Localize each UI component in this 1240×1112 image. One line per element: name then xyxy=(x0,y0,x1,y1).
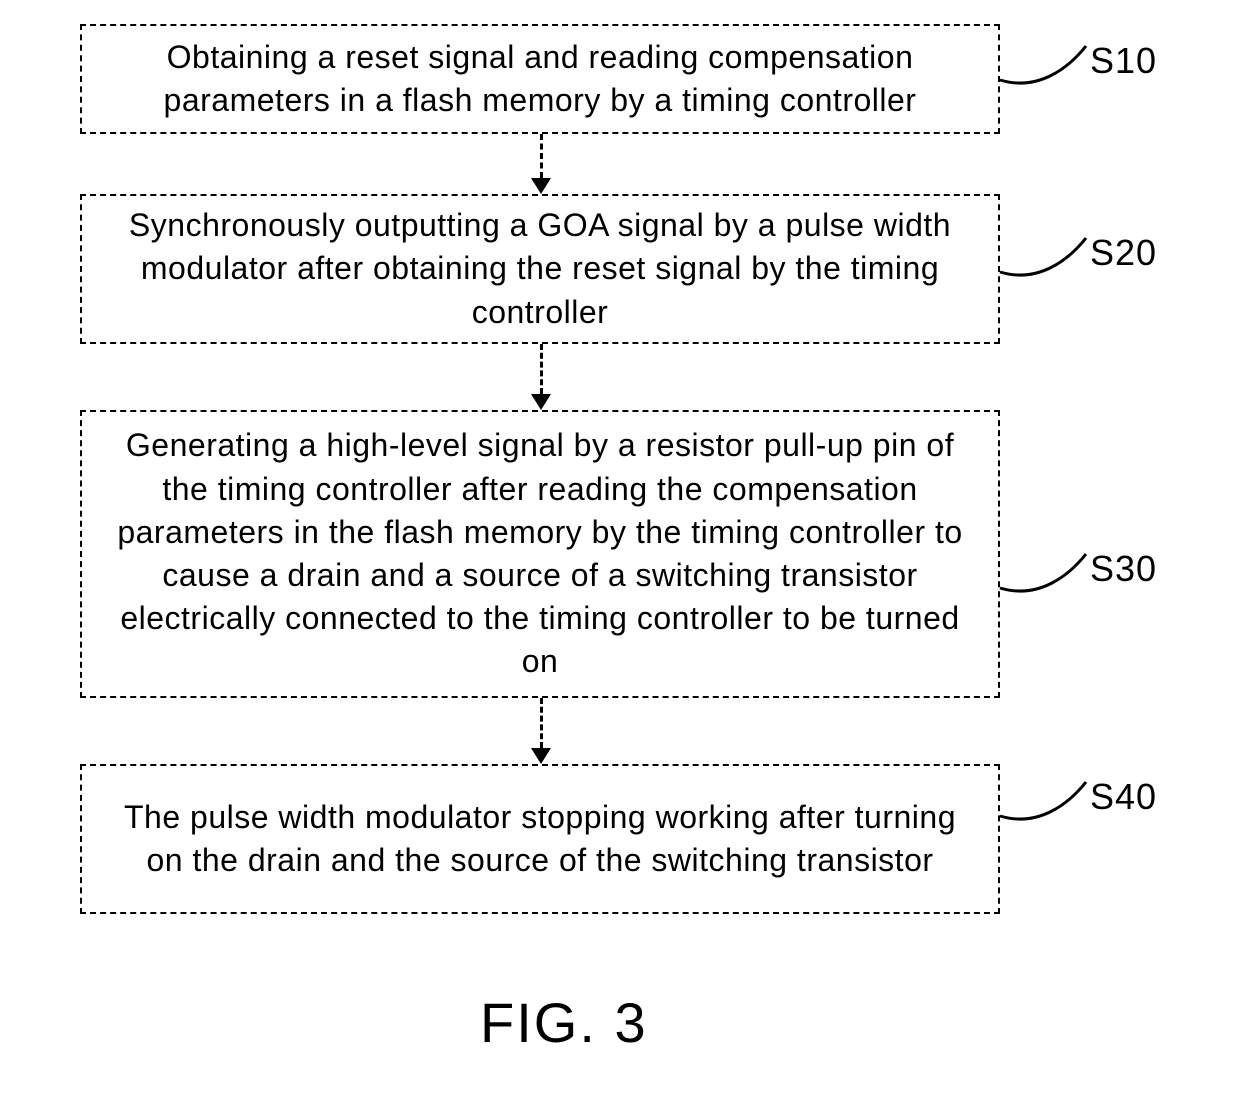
flowchart-node-s20: Synchronously outputting a GOA signal by… xyxy=(80,194,1000,344)
figure-caption: FIG. 3 xyxy=(480,990,648,1055)
callout-s30 xyxy=(1000,554,1090,609)
arrow-head-icon xyxy=(531,394,551,410)
flowchart-canvas: Obtaining a reset signal and reading com… xyxy=(0,0,1240,1112)
callout-s20 xyxy=(1000,238,1090,293)
step-label-s30: S30 xyxy=(1090,548,1157,590)
callout-s10 xyxy=(1000,46,1090,101)
flow-arrow xyxy=(540,698,543,748)
callout-s40 xyxy=(1000,782,1090,837)
flowchart-node-s30: Generating a high-level signal by a resi… xyxy=(80,410,1000,698)
node-text: Obtaining a reset signal and reading com… xyxy=(102,36,978,122)
flowchart-node-s10: Obtaining a reset signal and reading com… xyxy=(80,24,1000,134)
flow-arrow xyxy=(540,134,543,178)
node-text: The pulse width modulator stopping worki… xyxy=(102,796,978,882)
flow-arrow xyxy=(540,344,543,394)
node-text: Generating a high-level signal by a resi… xyxy=(102,424,978,683)
step-label-s10: S10 xyxy=(1090,40,1157,82)
flowchart-node-s40: The pulse width modulator stopping worki… xyxy=(80,764,1000,914)
step-label-s20: S20 xyxy=(1090,232,1157,274)
arrow-head-icon xyxy=(531,748,551,764)
step-label-s40: S40 xyxy=(1090,776,1157,818)
arrow-head-icon xyxy=(531,178,551,194)
node-text: Synchronously outputting a GOA signal by… xyxy=(102,204,978,334)
